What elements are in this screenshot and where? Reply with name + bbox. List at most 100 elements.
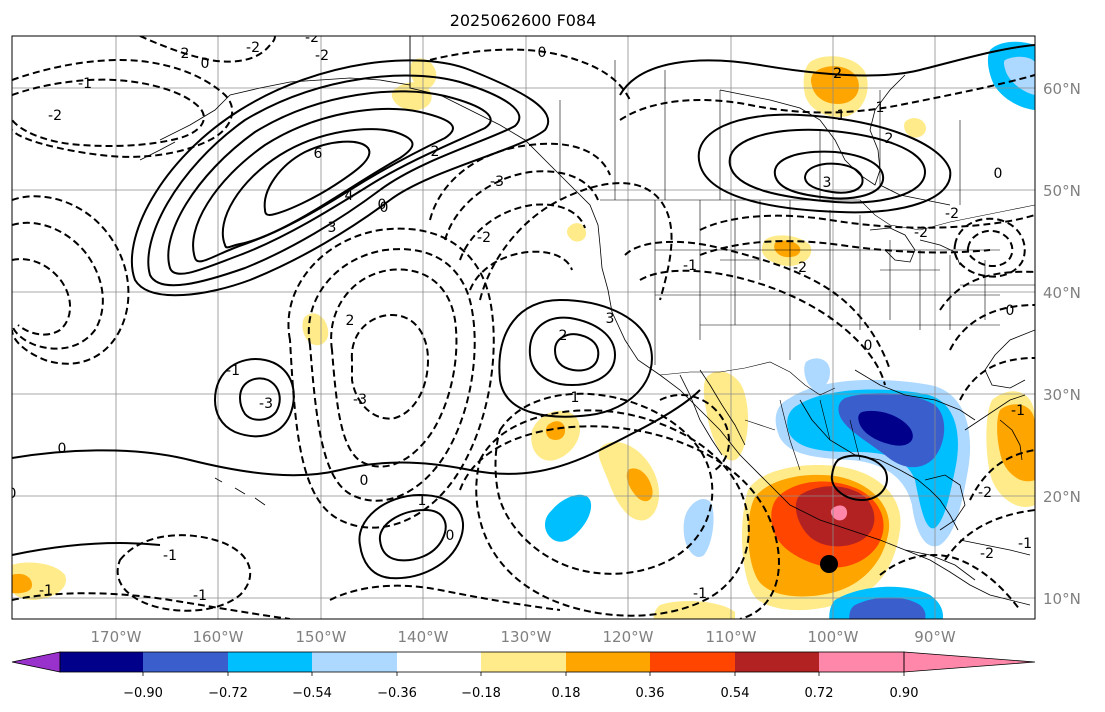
- us-state-lines: [654, 200, 1035, 365]
- warm-anomaly-0.90: [830, 505, 848, 521]
- colorbar-segment: [60, 652, 143, 672]
- cool-patch-3: [804, 358, 830, 390]
- latitude-tick-label: 30°N: [1043, 386, 1081, 404]
- contour-neg-west-coast-3: [459, 203, 586, 261]
- contour-neg-west-coast-4: [469, 250, 573, 291]
- contour-pos-hudson-4: [803, 162, 864, 194]
- contour-value-label: 0: [378, 197, 387, 213]
- contour-neg-bajasouth: [659, 394, 731, 471]
- coastline-yucatan: [924, 474, 966, 531]
- coastline-hawaii: [214, 477, 266, 506]
- colorbar-tick-label: 0.36: [636, 686, 665, 701]
- colorbar-extend-high: [903, 651, 1036, 673]
- contour-value-label: -1: [1011, 403, 1025, 419]
- colorbar-tick-label: −0.54: [292, 686, 332, 701]
- contour-neg-east-3: [959, 357, 1035, 401]
- latitude-tick-label: 20°N: [1043, 488, 1081, 506]
- contour-zero-long: [12, 389, 701, 477]
- contour-pos-california-core: [553, 333, 600, 372]
- contour-pos-subtropical-inner: [378, 508, 447, 562]
- contour-pos-gulf-alaska-2: [147, 74, 521, 287]
- contour-value-label: 1: [418, 493, 427, 509]
- coastline-west-north-america: [409, 36, 976, 581]
- contour-neg-ne-loop: [953, 217, 1026, 278]
- colorbar-segment: [228, 652, 312, 672]
- contour-neg-subtrop-1: [494, 392, 714, 575]
- contour-neg-west-1: [12, 195, 130, 365]
- contour-pos-gulf-alaska-6: [263, 140, 371, 216]
- contour-pos-hudson: [697, 113, 952, 214]
- latitude-tick-label: 50°N: [1043, 182, 1081, 200]
- contour-value-label: 0: [360, 473, 369, 489]
- colorbar-segment: [397, 652, 481, 672]
- black-dot-marker: [820, 555, 838, 573]
- contour-neg-bering-2: [12, 78, 205, 147]
- contour-neg-east-1: [939, 270, 1035, 311]
- contour-value-label: 2: [346, 313, 355, 329]
- mexico-state-lines: [744, 399, 861, 471]
- contours-negative: [12, 36, 1035, 619]
- contour-neg-ridge-edge: [479, 182, 673, 301]
- longitude-tick-label: 130°W: [501, 628, 552, 646]
- contour-value-label: 4: [345, 188, 354, 204]
- longitude-tick-label: 140°W: [398, 628, 449, 646]
- contour-value-label: -3: [259, 396, 273, 412]
- latitude-tick-label: 40°N: [1043, 284, 1081, 302]
- contour-neg-east-5: [944, 509, 1035, 561]
- warm-patch-offshore-2-inner: [626, 468, 653, 502]
- contour-neg-subtrop-2: [475, 409, 750, 617]
- contour-neg-west-3: [12, 258, 71, 336]
- coastline-central-america: [904, 549, 1031, 606]
- map-frame: [11, 35, 1036, 620]
- contour-neg-south-1: [116, 534, 252, 612]
- graticule: [12, 36, 1035, 619]
- contour-value-label: -2: [828, 66, 842, 82]
- contour-value-label: 3: [823, 175, 832, 191]
- colorbar-tick-label: 0.54: [721, 686, 750, 701]
- contour-value-label: 1: [876, 100, 885, 116]
- contour-neg-east-2: [949, 304, 1035, 351]
- contour-value-label: -2: [315, 48, 329, 64]
- contour-value-label: -2: [945, 206, 959, 222]
- contour-pos-gulf-alaska-outer: [130, 59, 550, 297]
- contour-value-label: -2: [305, 30, 319, 46]
- contour-value-label: 2: [885, 131, 894, 147]
- latitude-tick-label: 60°N: [1043, 80, 1081, 98]
- contour-neg-ne-1: [619, 74, 1035, 121]
- colorbar-tick-label: −0.90: [123, 686, 163, 701]
- colorbar-segment: [650, 652, 735, 672]
- contour-value-label: 0: [864, 338, 873, 354]
- contour-value-label: -1: [78, 76, 92, 92]
- shaded-fields: [12, 41, 1035, 619]
- latitude-tick-label: 10°N: [1043, 590, 1081, 608]
- colorbar-extend-low: [11, 651, 61, 673]
- contour-value-label: -2: [914, 225, 928, 241]
- contour-value-label: 2: [431, 144, 440, 160]
- contour-neg-pacific-core: [350, 313, 430, 420]
- coastline-caribbean: [959, 539, 1031, 556]
- cool-anomaly-south-inner: [849, 597, 926, 619]
- contour-neg-west-coast-2: [444, 170, 599, 241]
- map-panel: -202643-30-2-323-21-2202-30-11-10-100-1-…: [12, 30, 1035, 619]
- contour-value-label: 0: [446, 528, 455, 544]
- contour-value-label: 1: [571, 390, 580, 406]
- colorbar-tick-label: 0.72: [805, 686, 834, 701]
- warm-patch-west-edge-inner: [12, 573, 32, 594]
- warm-patch-oregon: [567, 223, 587, 242]
- contour-value-label: 0: [380, 200, 389, 216]
- colorbar-segment: [566, 652, 650, 672]
- contour-neg-bering-top: [139, 36, 276, 63]
- contour-value-label: -1: [226, 363, 240, 379]
- contour-neg-south-2: [12, 592, 291, 619]
- contour-value-label: -1: [39, 583, 53, 599]
- contour-pos-gulf-alaska-3: [167, 90, 492, 275]
- latitude-axis: 60°N 50°N 40°N 30°N 20°N 10°N: [1043, 80, 1081, 608]
- contour-neg-bering: [12, 58, 234, 158]
- longitude-tick-label: 160°W: [193, 628, 244, 646]
- contour-pos-northeast: [619, 44, 1035, 96]
- contour-neg-west-2: [12, 221, 104, 350]
- contour-pos-subtropical: [358, 493, 465, 580]
- cool-patch-1: [545, 494, 592, 542]
- colorbar-tick-label: −0.36: [377, 686, 417, 701]
- contour-value-label: -1: [683, 258, 697, 274]
